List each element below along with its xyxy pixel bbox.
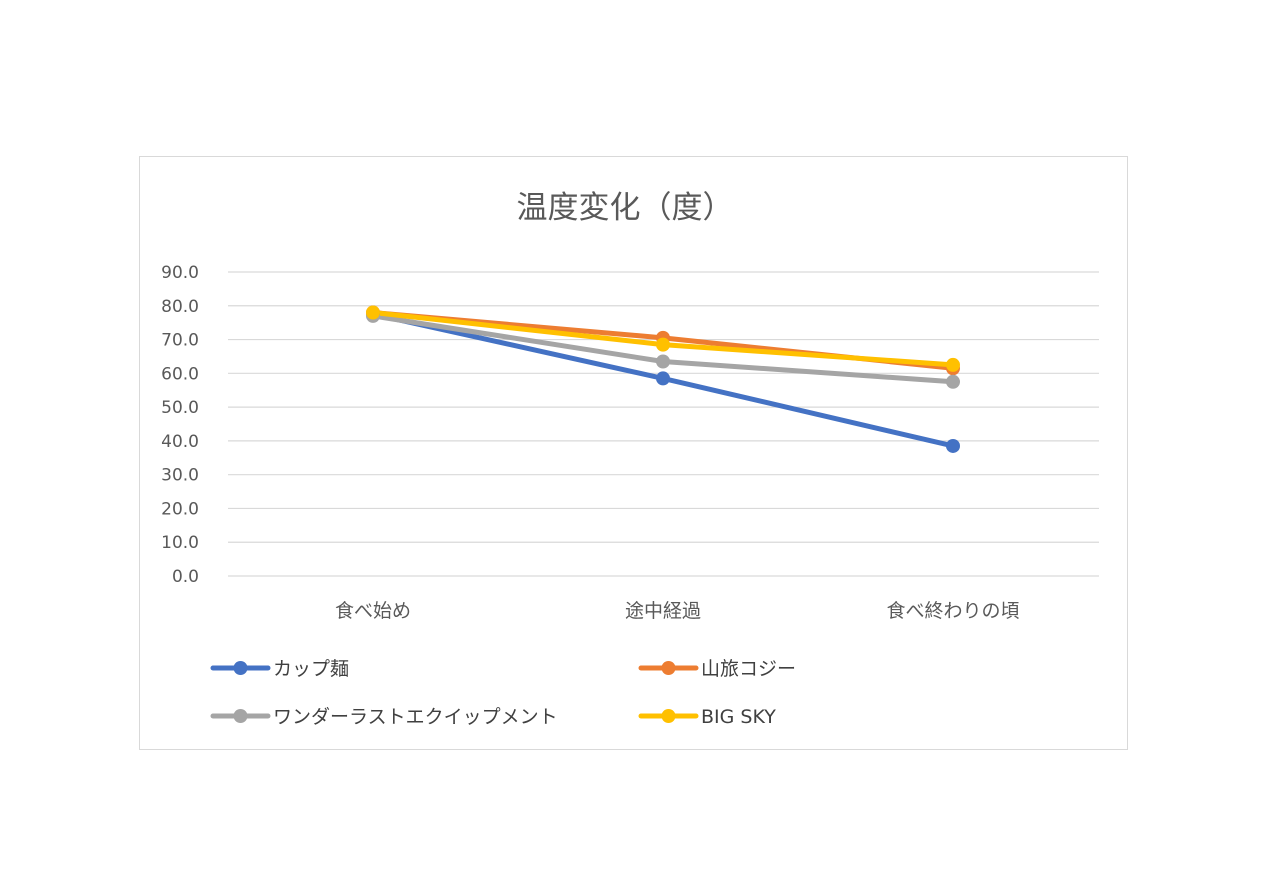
legend-label: ワンダーラストエクイップメント xyxy=(273,706,558,728)
legend-item: カップ麺 xyxy=(210,658,349,680)
series-points xyxy=(366,305,960,453)
x-axis-category-labels: 食べ始め 途中経過 食べ終わりの頃 xyxy=(335,600,1020,622)
y-tick-label: 30.0 xyxy=(161,466,199,486)
data-point xyxy=(946,357,960,372)
y-tick-label: 80.0 xyxy=(161,297,199,317)
x-category-label: 食べ始め xyxy=(335,600,411,622)
y-tick-label: 40.0 xyxy=(161,432,199,452)
y-tick-label: 10.0 xyxy=(161,533,199,553)
data-point xyxy=(366,305,380,320)
data-point xyxy=(946,438,960,453)
legend-marker xyxy=(233,709,248,723)
legend-label: 山旅コジー xyxy=(701,658,796,680)
y-tick-label: 20.0 xyxy=(161,499,199,519)
y-tick-label: 90.0 xyxy=(161,263,199,283)
legend-label: BIG SKY xyxy=(701,706,776,728)
legend-item: BIG SKY xyxy=(638,706,776,728)
data-point xyxy=(656,371,670,386)
y-tick-label: 60.0 xyxy=(161,364,199,384)
x-category-label: 食べ終わりの頃 xyxy=(886,600,1019,622)
legend-marker xyxy=(661,661,676,675)
x-category-label: 途中経過 xyxy=(625,600,701,622)
legend-label: カップ麺 xyxy=(273,658,349,680)
chart-frame xyxy=(139,156,1128,750)
chart-title: 温度変化（度） xyxy=(517,190,734,226)
y-tick-label: 70.0 xyxy=(161,331,199,351)
gridlines xyxy=(228,271,1099,577)
data-point xyxy=(656,354,670,369)
y-axis-tick-labels: 90.0 80.0 70.0 60.0 50.0 40.0 30.0 20.0 10.0 0.0 xyxy=(161,263,199,587)
data-point xyxy=(946,374,960,389)
legend-item: ワンダーラストエクイップメント xyxy=(210,706,558,728)
y-tick-label: 0.0 xyxy=(172,567,199,587)
y-tick-label: 50.0 xyxy=(161,398,199,418)
data-point xyxy=(656,337,670,352)
legend-marker xyxy=(661,709,676,723)
legend-item: 山旅コジー xyxy=(638,658,796,680)
legend-marker xyxy=(233,661,248,675)
